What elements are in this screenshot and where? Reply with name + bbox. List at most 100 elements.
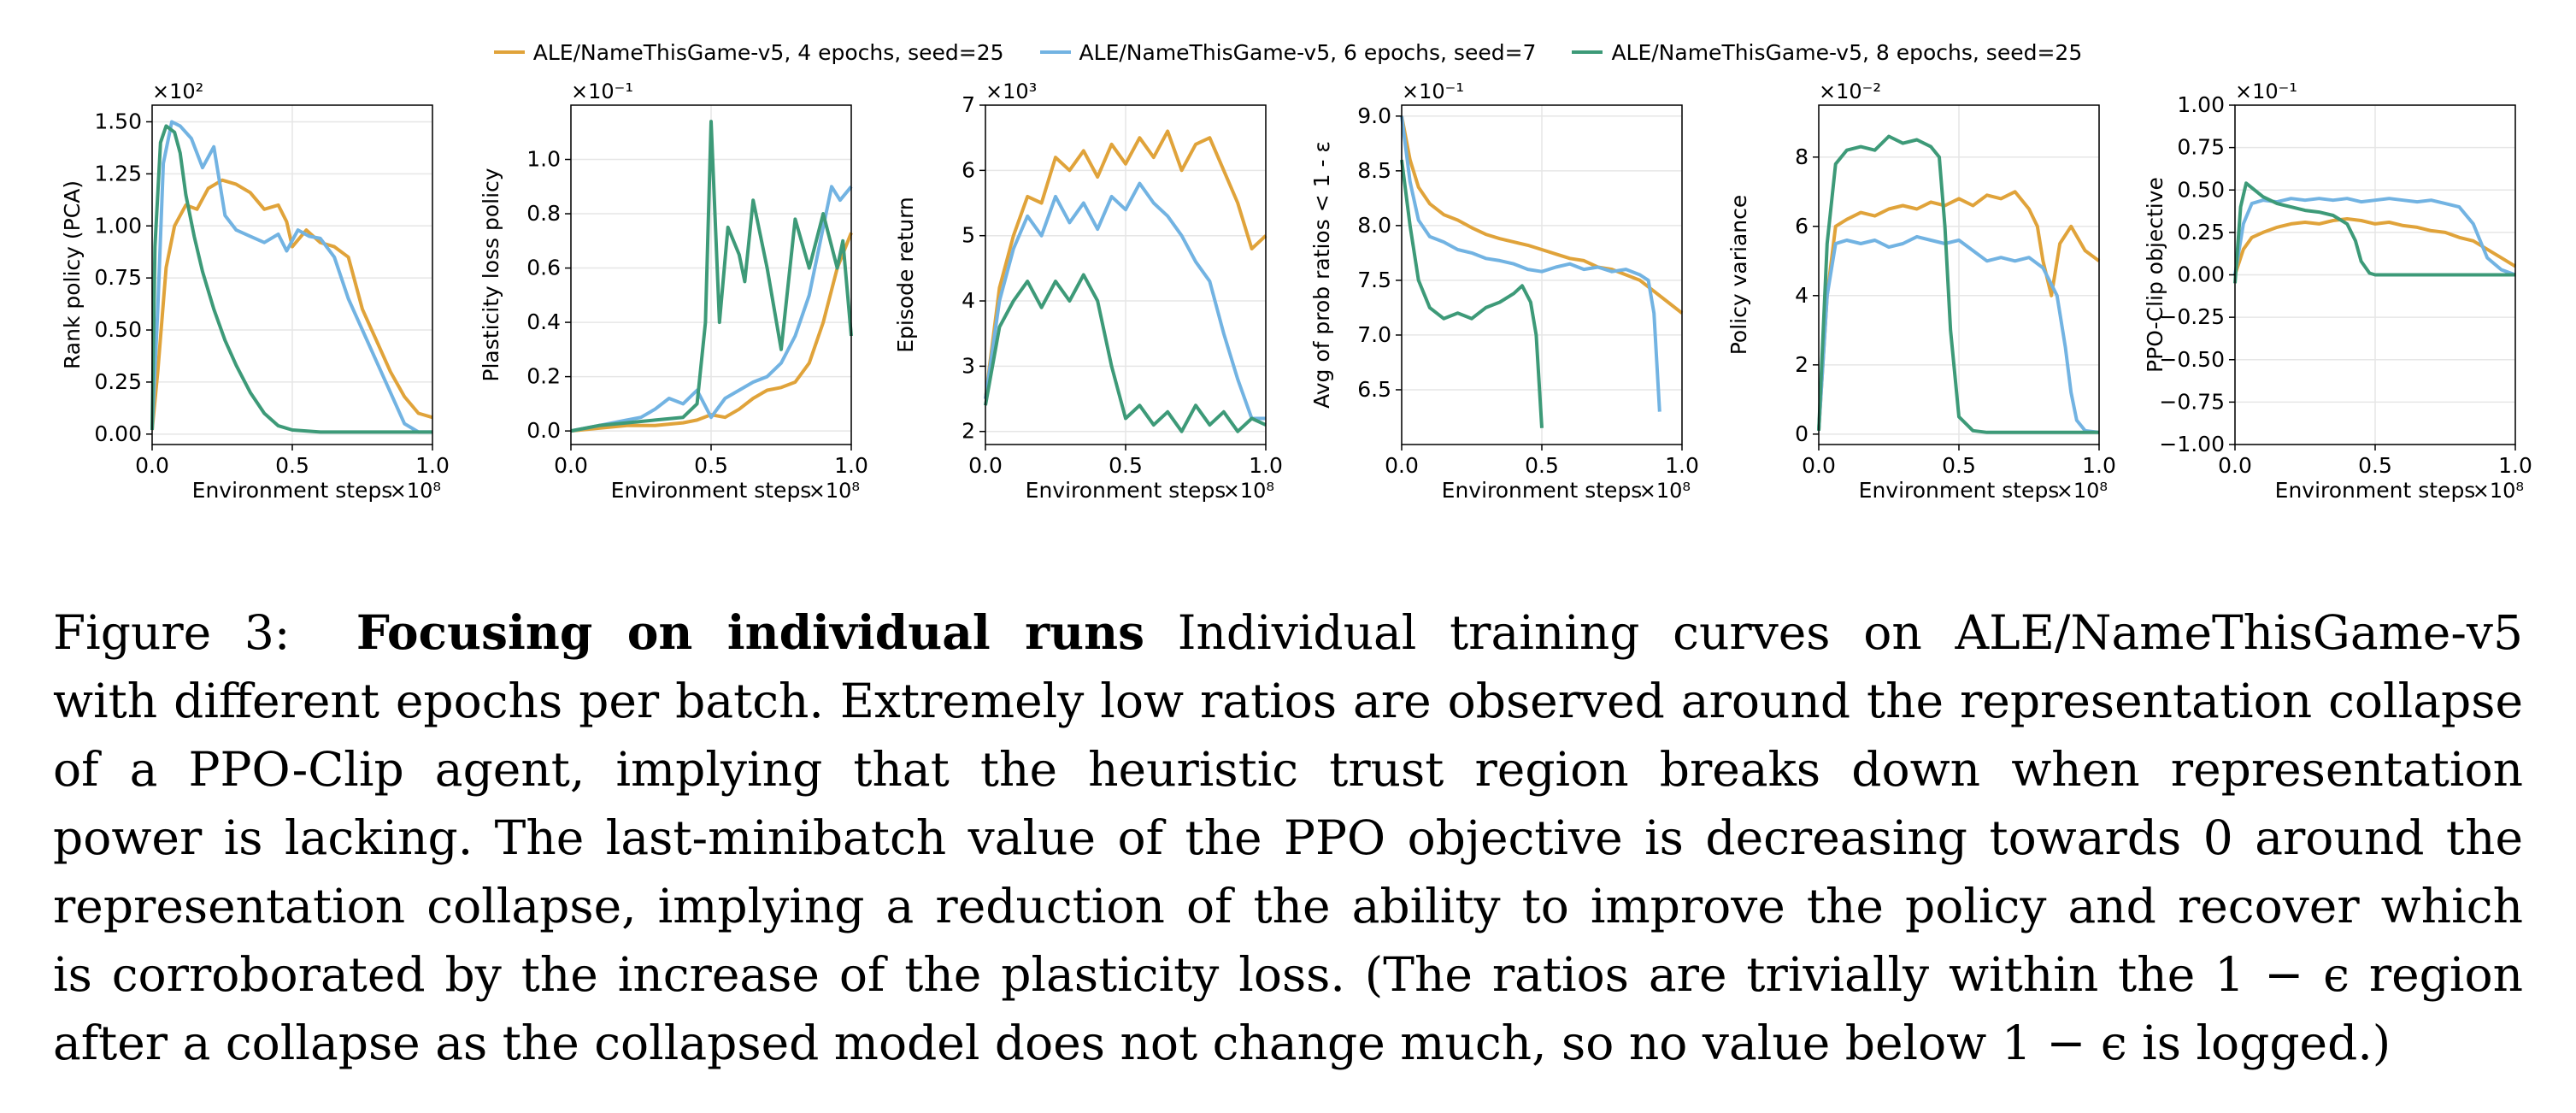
x-axis-label: Environment steps bbox=[2275, 478, 2476, 503]
x-tick-label: 1.0 bbox=[834, 453, 868, 478]
y-axis-exponent: ×10⁻¹ bbox=[1402, 80, 1464, 103]
legend-label: ALE/NameThisGame-v5, 8 epochs, seed=25 bbox=[1611, 39, 2083, 65]
x-tick-label: 0.5 bbox=[275, 453, 309, 478]
x-axis-label: Environment steps bbox=[1442, 478, 1643, 503]
chart-panel: −1.00−0.75−0.50−0.250.000.250.500.751.00… bbox=[2143, 80, 2532, 503]
x-axis-exponent: ×10⁸ bbox=[390, 479, 441, 503]
y-tick-label: 2 bbox=[1795, 352, 1808, 377]
y-axis-exponent: ×10⁻² bbox=[1819, 80, 1881, 103]
x-axis-label: Environment steps bbox=[1859, 478, 2060, 503]
y-tick-label: 0.2 bbox=[526, 364, 561, 389]
x-axis-label: Environment steps bbox=[1026, 478, 1226, 503]
series-line bbox=[984, 181, 1266, 421]
caption-line: after a collapse as the collapsed model … bbox=[53, 1016, 2391, 1070]
x-tick-label: 0.0 bbox=[1385, 453, 1419, 478]
y-axis-label: Episode return bbox=[893, 197, 918, 353]
y-tick-label: 0.00 bbox=[94, 421, 142, 446]
y-tick-label: 0.25 bbox=[94, 369, 142, 394]
legend: ALE/NameThisGame-v5, 4 epochs, seed=25 A… bbox=[0, 31, 2576, 74]
y-tick-label: 4 bbox=[962, 288, 975, 313]
y-tick-label: −0.50 bbox=[2159, 347, 2225, 372]
y-tick-label: 0.6 bbox=[526, 256, 561, 280]
series-line bbox=[1817, 134, 2099, 434]
chart-panel: 6.5 7.0 7.5 8.0 8.5 9.0 0.0 0.5 1.0 ×10⁻¹ ×10⁸Envi… bbox=[1309, 80, 1699, 503]
y-tick-label: 0.50 bbox=[94, 317, 142, 342]
y-axis-label: Policy variance bbox=[1726, 195, 1751, 356]
y-tick-label: 3 bbox=[962, 353, 975, 378]
series-line bbox=[2233, 217, 2517, 276]
y-tick-label: −0.25 bbox=[2159, 304, 2225, 329]
series-line bbox=[1817, 234, 2100, 434]
y-tick-label: 1.0 bbox=[526, 147, 561, 172]
series-line bbox=[570, 120, 853, 433]
legend-label: ALE/NameThisGame-v5, 6 epochs, seed=7 bbox=[1079, 39, 1537, 65]
y-tick-label: 0.8 bbox=[526, 201, 561, 226]
y-tick-label: −0.75 bbox=[2159, 389, 2225, 414]
caption-text: Individual training curves on ALE/NameTh… bbox=[1144, 605, 2523, 660]
caption-line: power is lacking. The last-minibatch val… bbox=[53, 810, 2523, 865]
y-tick-label: 1.00 bbox=[94, 213, 142, 238]
x-tick-label: 0.0 bbox=[968, 453, 1003, 478]
y-axis-label: Plasticity loss policy bbox=[479, 168, 503, 381]
x-tick-label: 0.5 bbox=[1525, 453, 1559, 478]
legend-swatch bbox=[493, 50, 525, 54]
series-line bbox=[984, 273, 1267, 433]
x-tick-label: 0.5 bbox=[1942, 453, 1976, 478]
series-line bbox=[1400, 159, 1544, 428]
x-tick-label: 0.5 bbox=[2358, 453, 2392, 478]
y-tick-label: 0.00 bbox=[2177, 262, 2225, 287]
y-tick-label: 7.0 bbox=[1357, 322, 1391, 347]
y-tick-label: 6.5 bbox=[1357, 377, 1391, 402]
x-tick-label: 0.0 bbox=[554, 453, 588, 478]
y-tick-label: 6 bbox=[962, 157, 975, 182]
x-axis-label: Environment steps bbox=[192, 478, 393, 503]
legend-label: ALE/NameThisGame-v5, 4 epochs, seed=25 bbox=[532, 39, 1004, 65]
caption-title: Focusing on individual runs bbox=[356, 604, 1145, 660]
charts-row: 0.000.250.500.751.001.251.500.0 0.5 1.0×10… bbox=[60, 80, 2532, 503]
y-tick-label: 7 bbox=[962, 92, 975, 117]
y-tick-label: 9.0 bbox=[1357, 103, 1391, 128]
series-line bbox=[150, 120, 432, 434]
y-tick-label: 0.50 bbox=[2177, 177, 2225, 202]
x-tick-label: 1.0 bbox=[1249, 453, 1283, 478]
legend-swatch bbox=[1039, 50, 1071, 54]
x-tick-label: 0.5 bbox=[1109, 453, 1143, 478]
caption-line: with different epochs per batch. Extreme… bbox=[53, 674, 2523, 728]
series-line bbox=[1400, 115, 1684, 315]
legend-item-4-epochs: ALE/NameThisGame-v5, 4 epochs, seed=25 bbox=[493, 39, 1004, 65]
y-axis-label: Rank policy (PCA) bbox=[60, 180, 85, 369]
x-tick-label: 1.0 bbox=[2498, 453, 2532, 478]
y-tick-label: 1.00 bbox=[2177, 92, 2225, 117]
x-tick-label: 1.0 bbox=[1665, 453, 1699, 478]
y-tick-label: 8 bbox=[1795, 144, 1808, 169]
y-tick-label: 0.75 bbox=[2177, 135, 2225, 160]
x-axis-exponent: ×10⁸ bbox=[1639, 479, 1691, 503]
caption-line: is corroborated by the increase of the p… bbox=[53, 947, 2523, 1002]
y-tick-label: 0.75 bbox=[94, 265, 142, 290]
y-tick-label: 4 bbox=[1795, 283, 1808, 308]
x-tick-label: 1.0 bbox=[415, 453, 450, 478]
y-tick-label: 0.0 bbox=[526, 418, 561, 443]
y-axis-label: PPO-Clip objective bbox=[2143, 177, 2167, 373]
y-axis-exponent: ×10⁻¹ bbox=[571, 80, 633, 103]
y-axis-label: Avg of prob ratios < 1 - ε bbox=[1309, 141, 1334, 409]
y-tick-label: −1.00 bbox=[2159, 432, 2225, 456]
caption-line: representation collapse, implying a redu… bbox=[53, 879, 2523, 933]
x-axis-label: Environment steps bbox=[611, 478, 812, 503]
y-tick-label: 6 bbox=[1795, 214, 1808, 238]
series-line bbox=[984, 129, 1267, 399]
figure-label: Figure 3: bbox=[53, 605, 291, 660]
caption-line: Figure 3: Focusing on individual runs In… bbox=[53, 598, 2523, 667]
figure-caption: Figure 3: Focusing on individual runs In… bbox=[53, 598, 2523, 1077]
y-axis-exponent: ×10² bbox=[152, 80, 203, 103]
caption-line: of a PPO-Clip agent, implying that the h… bbox=[53, 742, 2523, 797]
x-tick-label: 0.5 bbox=[694, 453, 728, 478]
series-line bbox=[1400, 115, 1661, 412]
x-axis-exponent: ×10⁸ bbox=[1223, 479, 1274, 503]
x-tick-label: 0.0 bbox=[2218, 453, 2252, 478]
chart-panel: 0.000.250.500.751.001.251.500.0 0.5 1.0×10… bbox=[60, 80, 450, 503]
chart-panel: 0.0 0.2 0.4 0.6 0.8 1.0 0.0 0.5 1.0 ×10⁻¹ ×10⁸Envi… bbox=[479, 80, 868, 503]
y-tick-label: 1.50 bbox=[94, 109, 142, 133]
y-axis-exponent: ×10⁻¹ bbox=[2235, 80, 2297, 103]
